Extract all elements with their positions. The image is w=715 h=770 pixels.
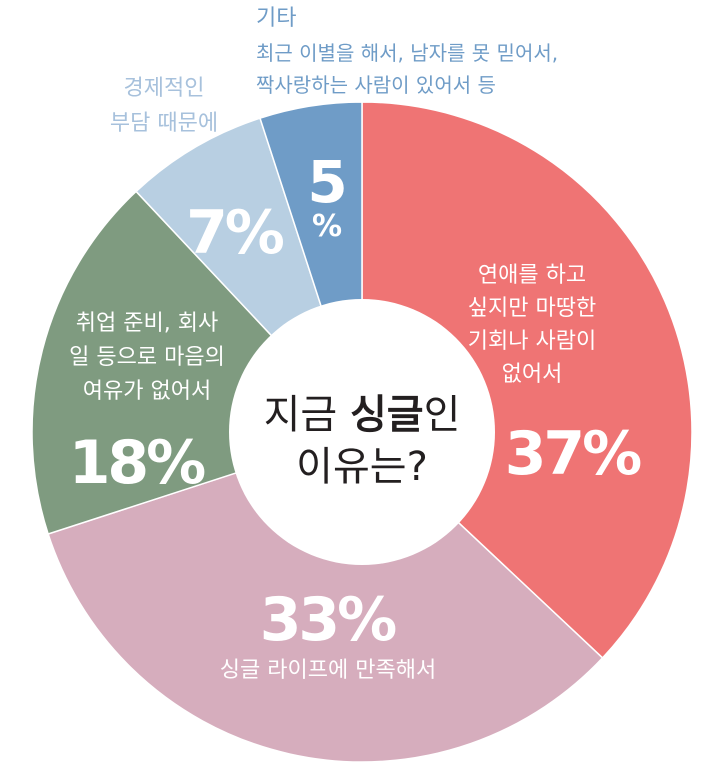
title-part-1: 지금: [264, 392, 350, 438]
label-job-line-2: 일 등으로 마음의: [69, 345, 225, 370]
pct-other-number: 5: [307, 148, 344, 216]
label-economic-line-2: 부담 때문에: [110, 111, 218, 136]
label-other-line-1: 최근 이별을 해서, 남자를 못 믿어서,: [256, 41, 558, 65]
chart-title-line-1: 지금 싱글인: [264, 392, 461, 438]
slice-label-other: 기타 최근 이별을 해서, 남자를 못 믿어서, 짝사랑하는 사람이 있어서 등…: [256, 6, 558, 244]
slice-label-love: 연애를 하고 싶지만 마땅한 기회나 사람이 없어서 37%: [468, 263, 644, 489]
label-love-line-4: 없어서: [502, 362, 563, 387]
slice-label-economic: 경제적인 부담 때문에 7%: [110, 76, 287, 268]
label-job-line-3: 여유가 없어서: [83, 379, 211, 404]
label-other-title: 기타: [256, 6, 296, 31]
slice-label-single-life: 33% 싱글 라이프에 만족해서: [220, 585, 436, 683]
label-love-line-2: 싶지만 마땅한: [468, 296, 596, 321]
pct-job: 18%: [69, 428, 205, 498]
label-single-life-line-1: 싱글 라이프에 만족해서: [220, 658, 436, 683]
pct-other-symbol: %: [312, 209, 342, 244]
title-part-3: 인: [424, 392, 461, 438]
label-love-line-3: 기회나 사람이: [468, 329, 596, 354]
slice-single-life: [47, 431, 604, 763]
chart-title-line-2: 이유는?: [296, 444, 428, 490]
center-hole: [229, 299, 495, 565]
label-job-line-1: 취업 준비, 회사: [76, 311, 218, 336]
label-other-line-2: 짝사랑하는 사람이 있어서 등: [256, 73, 496, 97]
pct-love: 37%: [505, 419, 641, 489]
pct-economic: 7%: [186, 198, 284, 268]
label-love-line-1: 연애를 하고: [478, 263, 586, 288]
slice-label-job: 취업 준비, 회사 일 등으로 마음의 여유가 없어서 18%: [69, 311, 225, 498]
title-part-2: 싱글: [350, 392, 424, 438]
slice-love: [361, 101, 693, 659]
label-economic-line-1: 경제적인: [124, 76, 205, 101]
pct-single-life: 33%: [260, 585, 396, 655]
